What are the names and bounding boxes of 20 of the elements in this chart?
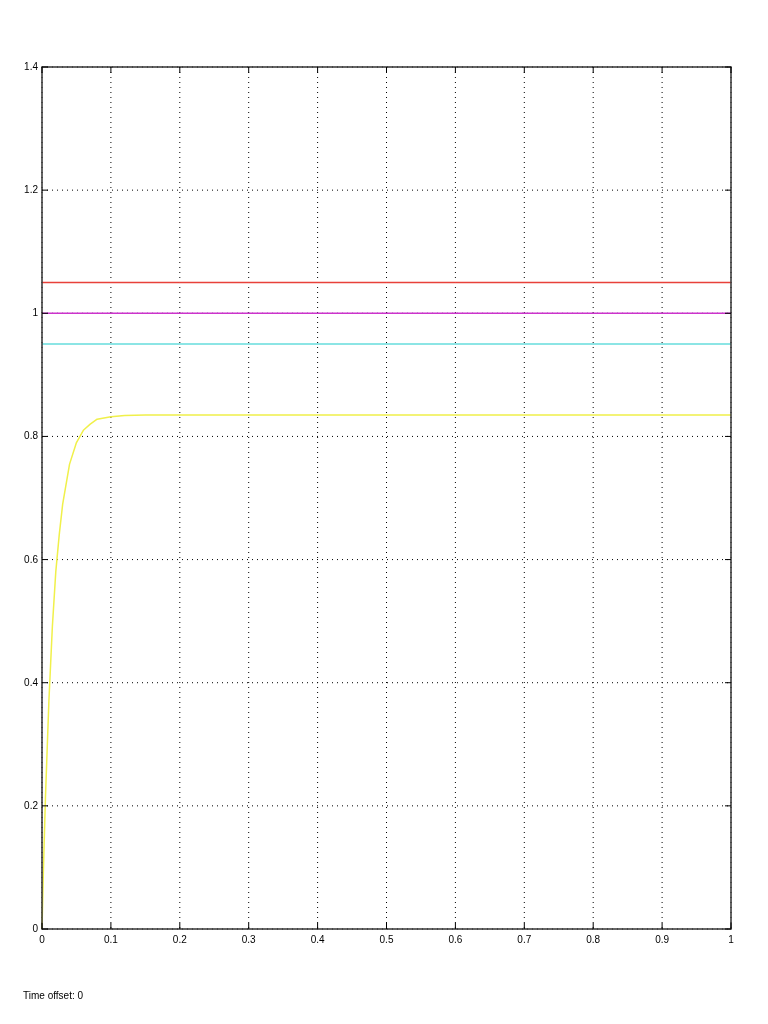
y-tick-label: 0.8 <box>24 430 39 442</box>
y-tick-label: 0.6 <box>24 553 39 565</box>
x-tick-label: 0.3 <box>241 934 257 945</box>
x-tick-label: 0 <box>39 934 46 945</box>
y-tick-label: 1.2 <box>24 184 39 196</box>
y-tick-label: 1.4 <box>24 61 39 72</box>
y-tick-label: 1 <box>32 307 39 319</box>
x-tick-label: 0.2 <box>172 934 188 945</box>
x-tick-label: 0.5 <box>379 934 394 945</box>
x-tick-label: 0.8 <box>586 934 601 945</box>
x-tick-label: 1 <box>728 934 735 945</box>
x-tick-label: 0.4 <box>310 934 325 945</box>
y-tick-label: 0.4 <box>24 676 39 688</box>
x-tick-label: 0.6 <box>448 934 463 945</box>
y-tick-label: 0.2 <box>24 799 39 811</box>
y-tick-label: 0 <box>32 923 39 934</box>
x-tick-label: 0.1 <box>103 934 119 945</box>
text: Time offset: 0 <box>23 990 84 1001</box>
x-tick-label: 0.9 <box>655 934 670 945</box>
x-tick-label: 0.7 <box>517 934 532 945</box>
